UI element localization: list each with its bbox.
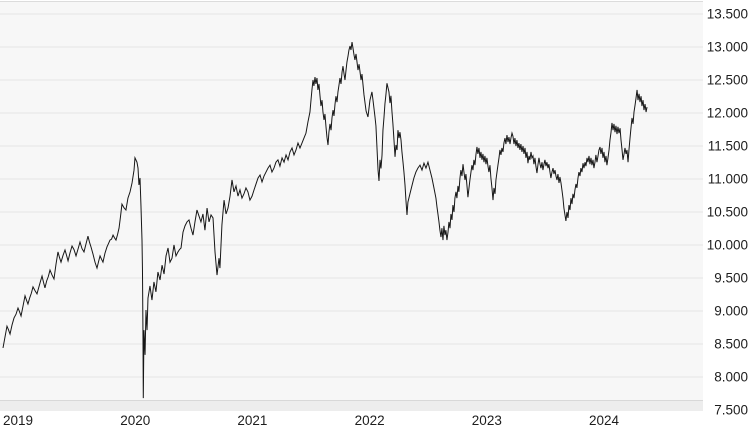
y-axis-tick-label: 12.000 <box>707 106 748 121</box>
y-axis-tick-label: 8.500 <box>714 337 748 352</box>
y-axis-tick-label: 7.500 <box>714 403 748 418</box>
x-axis-tick-label: 2023 <box>472 413 502 428</box>
x-axis-tick-label: 2021 <box>237 413 267 428</box>
y-axis-tick-label: 12.500 <box>707 73 748 88</box>
y-axis-tick-label: 10.000 <box>707 238 748 253</box>
plot-background[interactable] <box>0 1 703 400</box>
y-axis-tick-label: 11.000 <box>708 172 748 187</box>
x-axis-tick-label: 2020 <box>120 413 150 428</box>
x-axis-band <box>0 400 703 411</box>
x-axis-tick-label: 2019 <box>3 413 33 428</box>
y-axis-tick-label: 8.000 <box>714 370 748 385</box>
y-axis-tick-label: 13.000 <box>707 40 748 55</box>
price-line-index-level <box>2 41 648 399</box>
y-axis-tick-label: 10.500 <box>707 205 748 220</box>
y-axis-tick-label: 13.500 <box>707 7 748 22</box>
x-axis-tick-label: 2022 <box>355 413 385 428</box>
y-axis-tick-label: 9.000 <box>714 304 748 319</box>
x-axis-tick-label: 2024 <box>589 413 620 428</box>
y-axis-tick-label: 11.500 <box>708 139 748 154</box>
y-axis-tick-label: 9.500 <box>714 271 748 286</box>
